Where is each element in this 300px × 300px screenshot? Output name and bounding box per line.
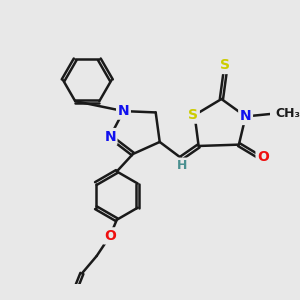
Text: N: N [104, 130, 116, 144]
Text: O: O [257, 150, 269, 164]
Text: S: S [220, 58, 230, 73]
Text: H: H [177, 159, 188, 172]
Text: S: S [188, 108, 198, 122]
Text: N: N [118, 104, 129, 118]
Text: O: O [104, 229, 116, 243]
Text: CH₃: CH₃ [275, 107, 300, 120]
Text: N: N [240, 110, 251, 124]
